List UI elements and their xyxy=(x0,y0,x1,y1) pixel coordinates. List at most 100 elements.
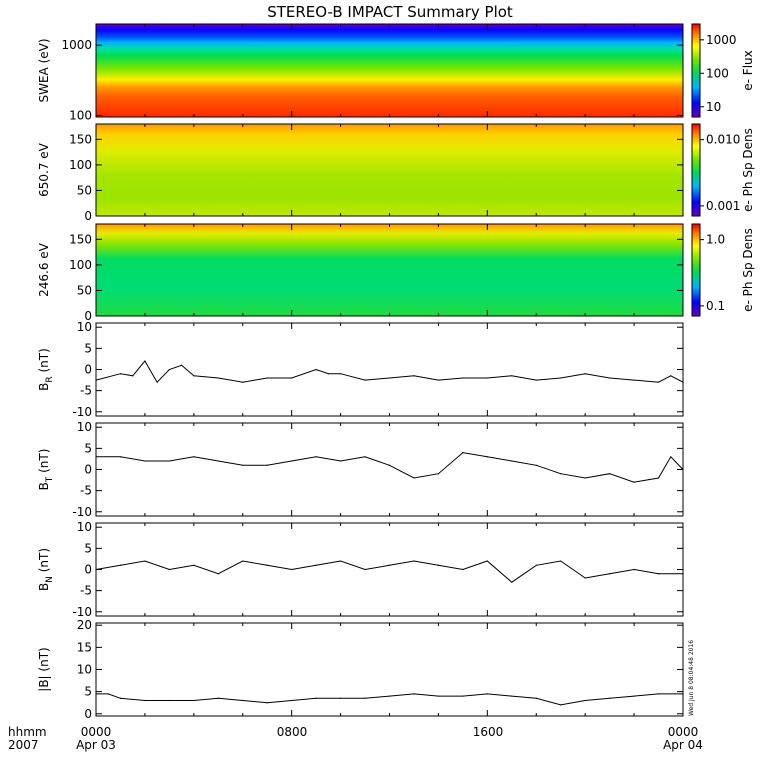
time-axis: hhmm 2007 0000 Apr 03 0800 1600 0000 Apr… xyxy=(8,725,703,752)
panel-bt: 10 5 0 -5 -10 BT (nT) xyxy=(37,420,684,519)
bmag-point xyxy=(168,699,170,702)
br-ytick-label: 5 xyxy=(84,341,92,355)
bmag-ytick-label: 5 xyxy=(84,685,92,699)
bn-ytick-label: 0 xyxy=(84,563,92,577)
bn-point xyxy=(413,560,415,562)
bmag-frame xyxy=(95,622,684,717)
bmag-series-line xyxy=(96,693,683,706)
br-point xyxy=(364,379,366,381)
pad246-colorbar xyxy=(691,223,701,317)
bn-ytick-label: 5 xyxy=(84,541,92,555)
br-point xyxy=(181,364,183,366)
swea-spectrogram xyxy=(96,24,683,117)
bt-ytick-label: 5 xyxy=(84,441,92,455)
bn-point xyxy=(242,560,244,562)
pad246-colorbar-tick-label: 1.0 xyxy=(706,233,725,247)
br-point xyxy=(132,375,134,377)
plot-title: STEREO-B IMPACT Summary Plot xyxy=(267,3,513,21)
pad246-colorbar-label: e- Ph Sp Dens xyxy=(741,228,755,312)
bmag-point xyxy=(95,693,97,695)
bt-point xyxy=(486,456,488,458)
bmag-point xyxy=(315,697,317,699)
bn-point xyxy=(217,573,219,575)
bt-point xyxy=(242,464,244,466)
panel-br: 10 5 0 -5 -10 BR (nT) xyxy=(37,320,684,419)
br-point xyxy=(291,377,293,379)
pad246-ytick-label: 100 xyxy=(69,258,92,272)
bn-point xyxy=(511,581,513,583)
bn-point xyxy=(119,564,122,566)
bn-ytick-label: -5 xyxy=(80,584,92,598)
panel-bn: 10 5 0 -5 -10 BN (nT) xyxy=(37,520,684,619)
bmag-point xyxy=(462,695,464,697)
bn-point xyxy=(388,564,391,566)
br-point xyxy=(560,377,562,379)
br-point xyxy=(413,375,415,377)
br-point xyxy=(266,377,268,379)
bn-point xyxy=(266,564,268,566)
br-frame xyxy=(95,322,684,417)
panel-swea: 1000 100 10 e- Flux 1000 100 SWEA (eV) xyxy=(37,23,755,122)
bt-point xyxy=(462,451,464,454)
pad650-colorbar-label: e- Ph Sp Dens xyxy=(741,128,755,212)
bmag-point xyxy=(242,699,244,702)
bn-point xyxy=(168,568,170,571)
pad246-ylabel: 246.6 eV xyxy=(37,242,51,297)
time-tick-3: 0000 xyxy=(668,725,699,739)
br-point xyxy=(339,373,342,375)
bn-point xyxy=(291,568,293,571)
time-row-label: hhmm xyxy=(8,725,47,739)
bn-point xyxy=(364,568,366,571)
bmag-point xyxy=(107,693,109,695)
bn-point xyxy=(193,564,195,566)
bmag-point xyxy=(266,702,268,704)
bmag-point xyxy=(193,699,195,702)
br-point xyxy=(119,373,122,375)
bt-point xyxy=(291,460,293,462)
bmag-point xyxy=(535,697,537,699)
bt-point xyxy=(682,468,684,471)
bmag-point xyxy=(437,695,440,697)
pad650-colorbar-tick-label: 0.001 xyxy=(706,199,740,213)
bmag-point xyxy=(682,693,684,695)
bmag-point xyxy=(511,695,513,697)
br-point xyxy=(242,381,244,383)
swea-colorbar xyxy=(691,23,701,118)
pad650-spectrogram xyxy=(96,124,683,216)
bt-point xyxy=(560,473,562,475)
bt-ytick-label: -10 xyxy=(72,505,92,519)
panel-pad246: 1.0 0.1 e- Ph Sp Dens 150 100 50 0 246.6 eV xyxy=(37,223,755,323)
bn-point xyxy=(462,568,464,571)
pad246-ytick-label: 0 xyxy=(84,309,92,323)
bt-point xyxy=(413,477,415,479)
bmag-point xyxy=(584,699,586,702)
bmag-point xyxy=(486,693,488,695)
br-point xyxy=(388,377,391,379)
bn-point xyxy=(657,573,660,575)
bn-point xyxy=(144,560,146,562)
br-point xyxy=(95,379,97,381)
br-point xyxy=(327,373,329,375)
bmag-point xyxy=(413,693,415,695)
br-point xyxy=(156,381,158,383)
bmag-point xyxy=(217,697,219,699)
bmag-point xyxy=(119,697,122,699)
bn-point xyxy=(486,560,488,562)
bmag-point xyxy=(364,697,366,699)
swea-colorbar-tick-label: 100 xyxy=(706,66,729,80)
bn-point xyxy=(633,568,635,571)
bn-point xyxy=(609,573,611,575)
pad650-ytick-label: 100 xyxy=(69,158,92,172)
bt-ytick-label: 10 xyxy=(77,420,92,434)
swea-ytick-label: 100 xyxy=(69,108,92,122)
bt-point xyxy=(657,477,660,479)
bmag-point xyxy=(388,695,391,697)
bn-frame xyxy=(95,522,684,617)
bt-point xyxy=(95,456,97,458)
bn-point xyxy=(315,564,317,566)
swea-colorbar-label: e- Flux xyxy=(741,50,755,90)
bn-point xyxy=(95,568,97,571)
bt-ylabel: BT (nT) xyxy=(37,449,55,491)
